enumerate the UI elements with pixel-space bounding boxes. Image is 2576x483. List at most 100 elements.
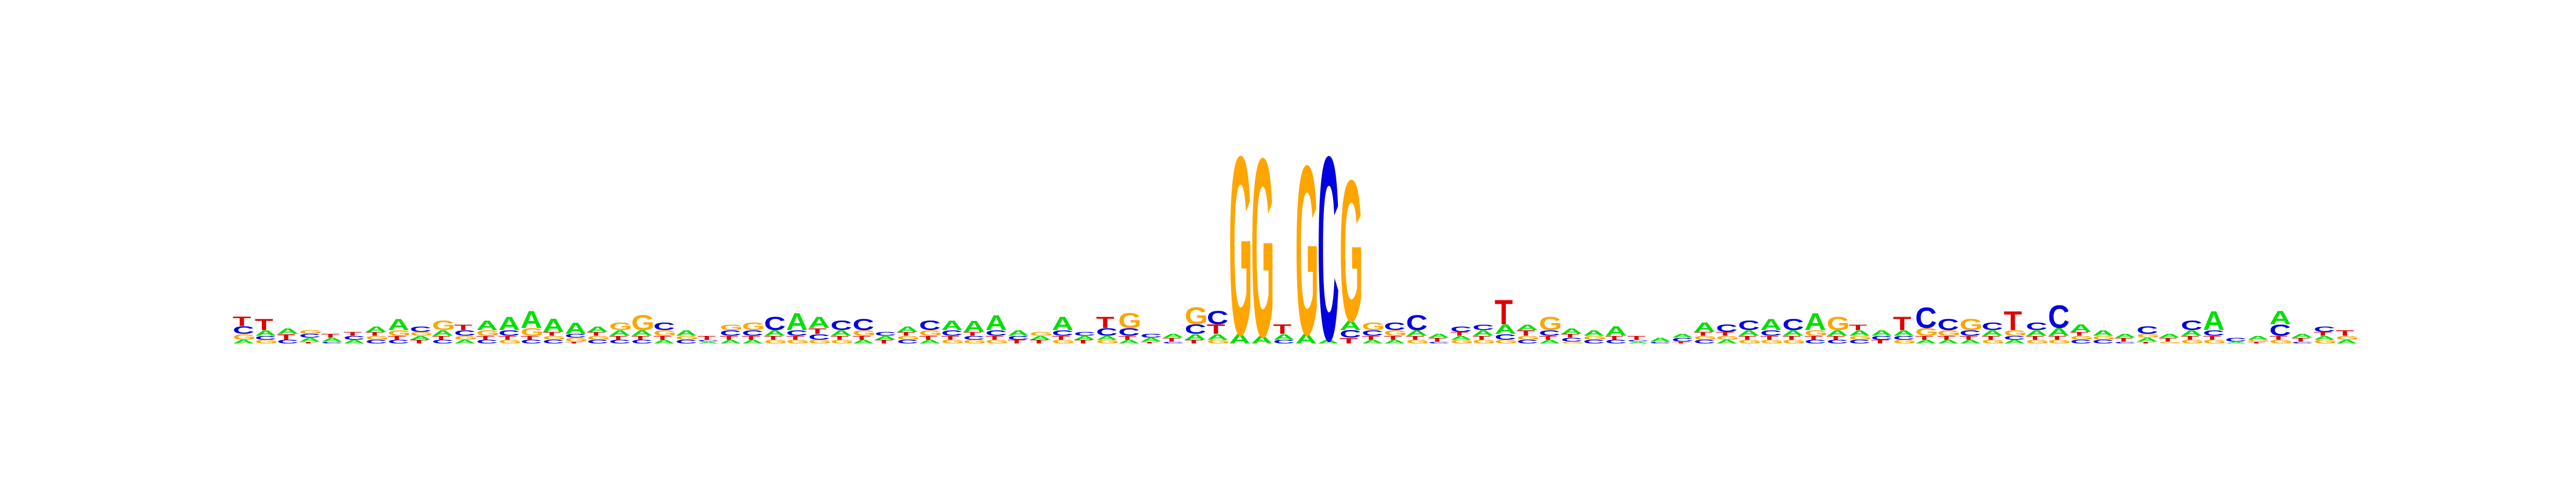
logo-letter-t: T bbox=[1893, 313, 1911, 334]
logo-letter-a: A bbox=[476, 318, 497, 333]
logo-letter-c: C bbox=[521, 339, 542, 345]
logo-letter-g: G bbox=[1915, 326, 1938, 338]
logo-letter-t: T bbox=[963, 331, 982, 337]
logo-letter-a: A bbox=[2048, 326, 2069, 338]
logo-letter-t: T bbox=[255, 316, 273, 333]
logo-letter-c: C bbox=[2070, 339, 2091, 345]
logo-letter-a: A bbox=[653, 339, 675, 345]
logo-letter-a: A bbox=[1096, 335, 1117, 341]
logo-letter-g: G bbox=[1849, 335, 1872, 341]
logo-letter-a: A bbox=[1007, 328, 1029, 338]
logo-letter-c: C bbox=[233, 324, 254, 336]
logo-letter-t: T bbox=[698, 335, 716, 341]
logo-letter-g: G bbox=[543, 335, 566, 341]
logo-letter-g: G bbox=[2092, 335, 2116, 341]
logo-letter-c: C bbox=[1937, 316, 1959, 333]
logo-letter-t: T bbox=[1849, 323, 1867, 332]
logo-letter-c: C bbox=[1959, 328, 1981, 338]
logo-letter-g: G bbox=[1473, 339, 1496, 345]
logo-letter-c: C bbox=[985, 328, 1007, 338]
logo-letter-c: C bbox=[432, 339, 453, 345]
logo-letter-g: G bbox=[1495, 339, 1518, 345]
logo-letter-a: A bbox=[233, 339, 254, 345]
logo-letter-t: T bbox=[1362, 335, 1380, 341]
logo-letter-a: A bbox=[875, 335, 896, 341]
logo-letter-a: A bbox=[609, 328, 631, 338]
logo-letter-c: C bbox=[1184, 322, 1206, 337]
logo-letter-a: A bbox=[277, 326, 298, 335]
logo-letter-t: T bbox=[2181, 335, 2200, 341]
logo-letter-g: G bbox=[1583, 335, 1606, 341]
logo-letter-a: A bbox=[454, 339, 475, 345]
logo-letter-c: C bbox=[1118, 326, 1140, 338]
logo-letter-c: C bbox=[587, 339, 609, 345]
logo-letter-a: A bbox=[2336, 339, 2357, 345]
logo-letter-a: A bbox=[2114, 333, 2136, 339]
logo-letter-t: T bbox=[919, 335, 938, 341]
logo-letter-t: T bbox=[1605, 335, 1624, 341]
logo-letter-t: T bbox=[1627, 335, 1646, 341]
logo-letter-g: G bbox=[1827, 313, 1850, 334]
logo-letter-g: G bbox=[1030, 331, 1053, 337]
logo-letter-a: A bbox=[1074, 335, 1095, 341]
logo-letter-c: C bbox=[653, 320, 675, 332]
logo-letter-g: G bbox=[565, 337, 588, 343]
logo-letter-c: C bbox=[1340, 328, 1361, 340]
logo-letter-g: G bbox=[830, 339, 853, 345]
logo-letter-c: C bbox=[786, 328, 808, 338]
logo-letter-g: G bbox=[1096, 339, 1119, 345]
logo-letter-c: C bbox=[853, 316, 874, 333]
logo-letter-c: C bbox=[321, 341, 343, 345]
logo-letter-c: C bbox=[1495, 332, 1516, 341]
logo-letter-c: C bbox=[1849, 339, 1870, 345]
logo-letter-c: C bbox=[2203, 328, 2224, 338]
logo-letter-g: G bbox=[365, 335, 389, 341]
logo-letter-g: G bbox=[1893, 339, 1916, 345]
logo-letter-g: G bbox=[1340, 138, 1363, 363]
logo-letter-t: T bbox=[321, 333, 340, 339]
logo-letter-a: A bbox=[853, 339, 874, 345]
logo-letter-t: T bbox=[1981, 335, 2000, 341]
logo-letter-g: G bbox=[2158, 341, 2182, 345]
logo-letter-a: A bbox=[897, 325, 918, 334]
logo-letter-t: T bbox=[653, 335, 672, 341]
logo-letter-c: C bbox=[1273, 339, 1294, 345]
logo-letter-t: T bbox=[454, 323, 472, 332]
logo-letter-a: A bbox=[1804, 308, 1826, 335]
logo-letter-a: A bbox=[1627, 341, 1649, 345]
logo-letter-a: A bbox=[387, 316, 409, 333]
logo-letter-g: G bbox=[1804, 328, 1827, 338]
logo-letter-a: A bbox=[543, 315, 564, 336]
logo-letter-c: C bbox=[2004, 335, 2025, 341]
logo-letter-t: T bbox=[1539, 335, 1557, 341]
logo-letter-t: T bbox=[1716, 331, 1735, 337]
logo-letter-g: G bbox=[1694, 335, 1717, 341]
logo-letter-t: T bbox=[1140, 341, 1159, 345]
logo-letter-a: A bbox=[1849, 328, 1870, 338]
logo-letter-a: A bbox=[698, 341, 719, 345]
logo-letter-t: T bbox=[1804, 335, 1823, 341]
logo-letter-a: A bbox=[2158, 333, 2180, 339]
logo-letter-g: G bbox=[786, 339, 809, 345]
logo-letter-c: C bbox=[476, 339, 497, 345]
logo-letter-t: T bbox=[1937, 335, 1956, 341]
logo-letter-t: T bbox=[1340, 336, 1358, 345]
logo-letter-a: A bbox=[1450, 335, 1472, 341]
logo-letter-c: C bbox=[1428, 341, 1450, 345]
logo-letter-a: A bbox=[830, 328, 852, 338]
logo-letter-c: C bbox=[454, 328, 475, 338]
logo-letter-c: C bbox=[1007, 335, 1029, 341]
logo-letter-a: A bbox=[786, 308, 808, 335]
logo-letter-a: A bbox=[1517, 323, 1538, 332]
logo-letter-g: G bbox=[1229, 103, 1252, 388]
logo-letter-g: G bbox=[1207, 339, 1230, 345]
logo-letter-c: C bbox=[499, 328, 520, 338]
logo-letter-g: G bbox=[1184, 302, 1208, 330]
logo-letter-t: T bbox=[343, 331, 362, 337]
logo-letter-t: T bbox=[609, 335, 628, 341]
logo-letter-a: A bbox=[676, 328, 697, 338]
logo-letter-c: C bbox=[941, 328, 963, 338]
logo-letter-t: T bbox=[897, 331, 916, 337]
logo-letter-a: A bbox=[985, 311, 1007, 334]
logo-letter-t: T bbox=[410, 339, 429, 345]
